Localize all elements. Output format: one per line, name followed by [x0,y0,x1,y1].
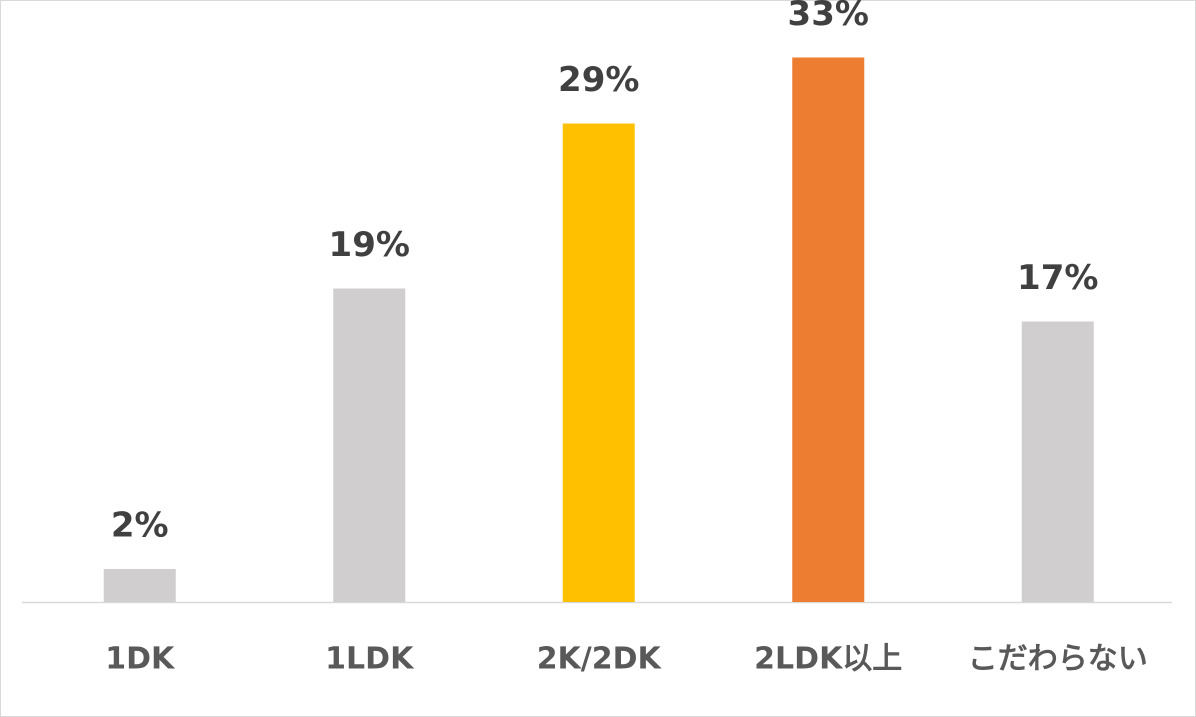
bar [333,288,406,602]
x-tick-label: こだわらない [968,642,1148,677]
x-tick-label: 1LDK [325,642,415,677]
value-label: 19% [329,225,410,265]
x-tick-label: 2LDK以上 [754,642,902,677]
value-label: 33% [788,0,869,34]
x-tick-label: 1DK [105,642,176,677]
value-label: 2% [111,506,169,546]
bar [1021,321,1094,602]
x-tick-label: 2K/2DK [537,642,663,677]
value-label: 17% [1017,258,1098,298]
bar [792,57,865,602]
bar [562,123,635,602]
bar [103,569,176,602]
value-label: 29% [558,60,639,100]
